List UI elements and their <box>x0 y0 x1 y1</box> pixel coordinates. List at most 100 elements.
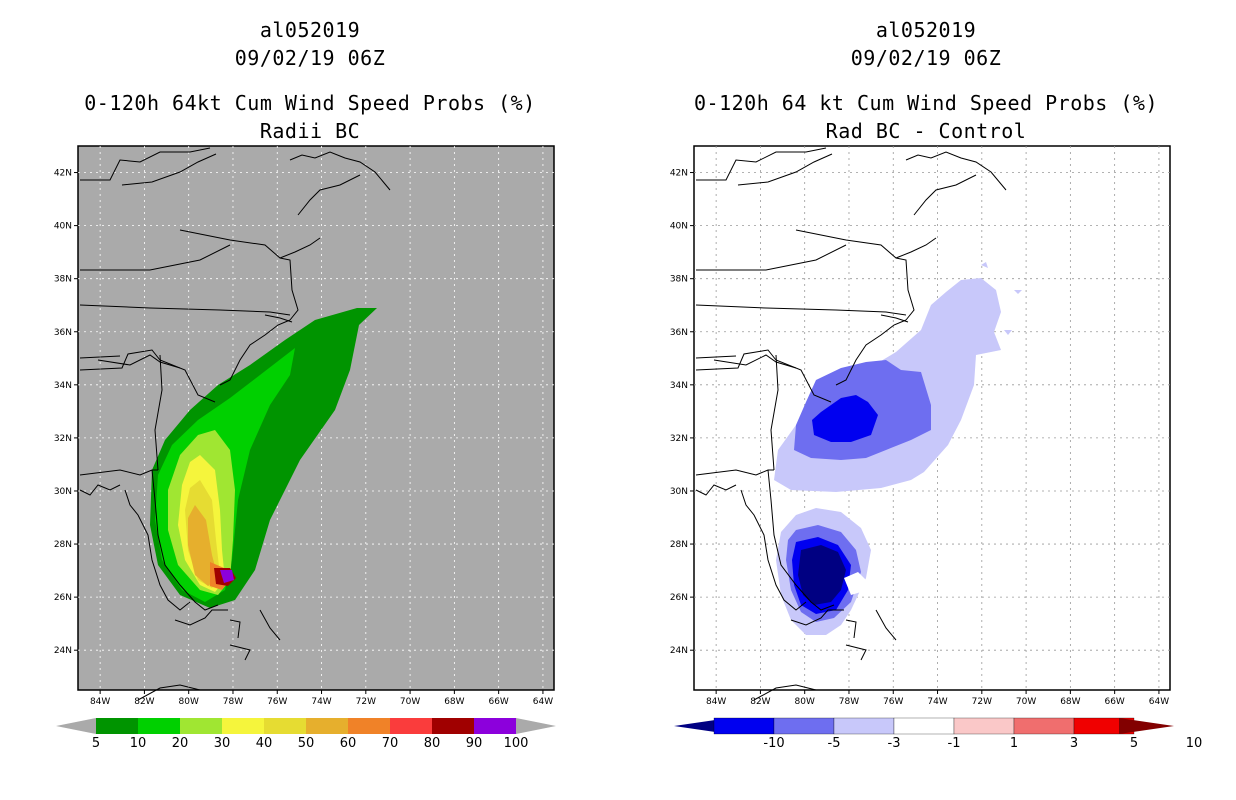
right-lon-ticks: 84W 82W 80W 78W 76W 74W 72W 70W 68W 66W 64W <box>706 690 1169 707</box>
lat-tick-label: 34N <box>670 381 688 391</box>
diff-speck-1 <box>981 262 988 268</box>
right-title: 0-120h 64 kt Cum Wind Speed Probs (%) <box>693 91 1159 115</box>
lat-tick-label: 42N <box>54 169 72 179</box>
colorbar-label: -10 <box>763 736 785 751</box>
right-difference-contours <box>774 262 1022 635</box>
colorbar-box <box>1013 717 1075 735</box>
lon-tick-label: 78W <box>223 697 243 707</box>
colorbar-box <box>180 718 222 734</box>
colorbar-label: 50 <box>297 736 315 751</box>
lat-tick-label: 26N <box>670 593 688 603</box>
lat-tick-label: 28N <box>670 540 688 550</box>
lon-tick-label: 80W <box>795 697 815 707</box>
left-lat-ticks: 42N 40N 38N 36N 34N 32N 30N 28N 26N 24N <box>54 169 78 656</box>
colorbar-box <box>432 718 474 734</box>
lon-tick-label: 70W <box>1016 697 1036 707</box>
colorbar-box <box>833 717 895 735</box>
right-map: 42N 40N 38N 36N 34N 32N 30N 28N 26N 24N 84W 82W 80W… <box>670 145 1171 707</box>
lon-tick-label: 76W <box>267 697 287 707</box>
colorbar-box <box>893 717 955 735</box>
colorbar-label: -5 <box>827 736 841 751</box>
colorbar-box <box>96 718 138 734</box>
lat-tick-label: 34N <box>54 381 72 391</box>
colorbar-label: 90 <box>465 736 483 751</box>
colorbar-label: 5 <box>91 736 101 751</box>
diff-navy-south <box>798 545 846 605</box>
right-subtitle: Rad BC - Control <box>825 119 1027 143</box>
lat-tick-label: 38N <box>54 275 72 285</box>
right-storm-id: al052019 <box>875 18 977 42</box>
lat-tick-label: 40N <box>670 222 688 232</box>
left-map: 42N 40N 38N 36N 34N 32N 30N 28N 26N 24N 84W 82W 80W… <box>54 145 555 707</box>
colorbar-label: 3 <box>1069 736 1079 751</box>
lon-tick-label: 74W <box>927 697 947 707</box>
lon-tick-label: 84W <box>706 697 726 707</box>
colorbar-label: 20 <box>171 736 189 751</box>
right-coastlines <box>695 147 1007 701</box>
lon-tick-label: 64W <box>533 697 553 707</box>
lon-tick-label: 68W <box>444 697 464 707</box>
lon-tick-label: 66W <box>1104 697 1124 707</box>
colorbar-label: 100 <box>503 736 529 751</box>
lat-tick-label: 40N <box>54 222 72 232</box>
right-colorbar <box>674 717 1174 735</box>
lat-tick-label: 32N <box>670 434 688 444</box>
lon-tick-label: 66W <box>488 697 508 707</box>
right-lat-ticks: 42N 40N 38N 36N 34N 32N 30N 28N 26N 24N <box>670 169 694 656</box>
left-coastlines <box>79 147 391 701</box>
diff-blue-north <box>812 395 878 442</box>
colorbar-upper-arrow <box>516 718 556 734</box>
lon-tick-label: 82W <box>134 697 154 707</box>
lon-tick-label: 72W <box>972 697 992 707</box>
lon-tick-label: 70W <box>400 697 420 707</box>
colorbar-box <box>348 718 390 734</box>
lon-tick-label: 68W <box>1060 697 1080 707</box>
diff-white-notch <box>844 572 866 595</box>
lat-tick-label: 24N <box>670 646 688 656</box>
left-storm-id: al052019 <box>259 18 361 42</box>
lat-tick-label: 38N <box>670 275 688 285</box>
colorbar-label: 30 <box>213 736 231 751</box>
lon-tick-label: 76W <box>883 697 903 707</box>
colorbar-label: 40 <box>255 736 273 751</box>
lat-tick-label: 24N <box>54 646 72 656</box>
colorbar-label: 80 <box>423 736 441 751</box>
colorbar-box <box>713 717 775 735</box>
colorbar-box <box>953 717 1015 735</box>
left-title: 0-120h 64kt Cum Wind Speed Probs (%) <box>84 91 536 115</box>
contour-90 <box>220 570 234 583</box>
colorbar-box <box>773 717 835 735</box>
colorbar-label: 5 <box>1129 736 1139 751</box>
diff-speck-3 <box>1004 330 1012 335</box>
lat-tick-label: 26N <box>54 593 72 603</box>
colorbar-label: 10 <box>1185 736 1203 751</box>
lon-tick-label: 74W <box>311 697 331 707</box>
colorbar-box <box>264 718 306 734</box>
colorbar-label: -3 <box>887 736 901 751</box>
lat-tick-label: 32N <box>54 434 72 444</box>
lat-tick-label: 36N <box>54 328 72 338</box>
colorbar-label: 1 <box>1009 736 1019 751</box>
lon-tick-label: 78W <box>839 697 859 707</box>
diff-speck-2 <box>1014 290 1022 294</box>
lon-tick-label: 82W <box>750 697 770 707</box>
lat-tick-label: 42N <box>670 169 688 179</box>
colorbar-box <box>474 718 516 734</box>
lon-tick-label: 72W <box>356 697 376 707</box>
colorbar-box <box>390 718 432 734</box>
colorbar-label: -1 <box>947 736 961 751</box>
colorbar-upper-arrow <box>1119 718 1174 734</box>
colorbar-box <box>222 718 264 734</box>
lat-tick-label: 28N <box>54 540 72 550</box>
left-datetime: 09/02/19 06Z <box>234 46 386 70</box>
colorbar-lower-arrow <box>56 718 96 734</box>
colorbar-box <box>138 718 180 734</box>
lon-tick-label: 80W <box>179 697 199 707</box>
left-lon-ticks: 84W 82W 80W 78W 76W 74W 72W 70W 68W 66W 64W <box>90 690 553 707</box>
lat-tick-label: 30N <box>670 487 688 497</box>
lat-tick-label: 30N <box>54 487 72 497</box>
lon-tick-label: 84W <box>90 697 110 707</box>
left-colorbar <box>56 718 556 734</box>
left-probability-contours <box>150 308 377 608</box>
lon-tick-label: 64W <box>1149 697 1169 707</box>
